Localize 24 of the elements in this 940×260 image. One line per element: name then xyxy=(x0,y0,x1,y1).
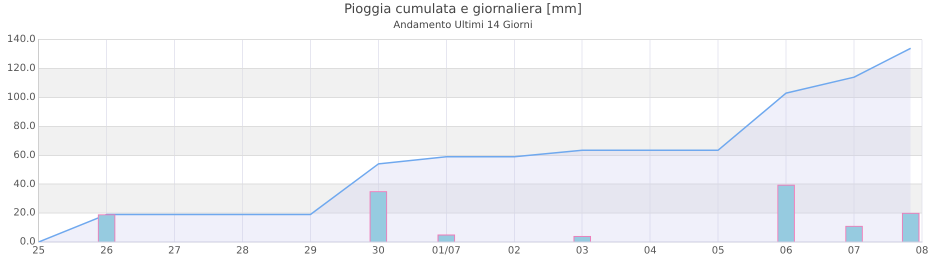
x-tick-label: 26 xyxy=(100,246,113,257)
y-tick-label: 20.0 xyxy=(13,208,36,219)
x-tick-label: 08 xyxy=(916,246,928,257)
chart-subtitle: Andamento Ultimi 14 Giorni xyxy=(393,20,533,32)
x-tick-label: 05 xyxy=(712,246,725,257)
x-tick-label: 03 xyxy=(576,246,589,257)
x-tick-label: 29 xyxy=(304,246,317,257)
x-tick-label: 01/07 xyxy=(432,246,461,257)
y-tick-label: 120.0 xyxy=(6,63,36,74)
x-tick-label: 04 xyxy=(644,246,657,257)
x-tick-label: 06 xyxy=(780,246,792,257)
y-tick-label: 0.0 xyxy=(20,236,36,248)
x-tick-label: 28 xyxy=(236,246,249,257)
y-tick-label: 40.0 xyxy=(13,178,36,190)
y-tick-label: 140.0 xyxy=(6,34,36,46)
y-tick-label: 60.0 xyxy=(13,150,36,161)
chart-title: Pioggia cumulata e giornaliera [mm] xyxy=(344,2,582,18)
x-tick-label: 02 xyxy=(508,246,521,257)
y-tick-label: 80.0 xyxy=(13,120,36,132)
y-tick-label: 100.0 xyxy=(6,92,36,104)
x-tick-label: 27 xyxy=(168,246,181,257)
x-tick-label: 25 xyxy=(32,246,45,257)
x-tick-label: 07 xyxy=(848,246,860,257)
x-tick-label: 30 xyxy=(372,246,385,257)
